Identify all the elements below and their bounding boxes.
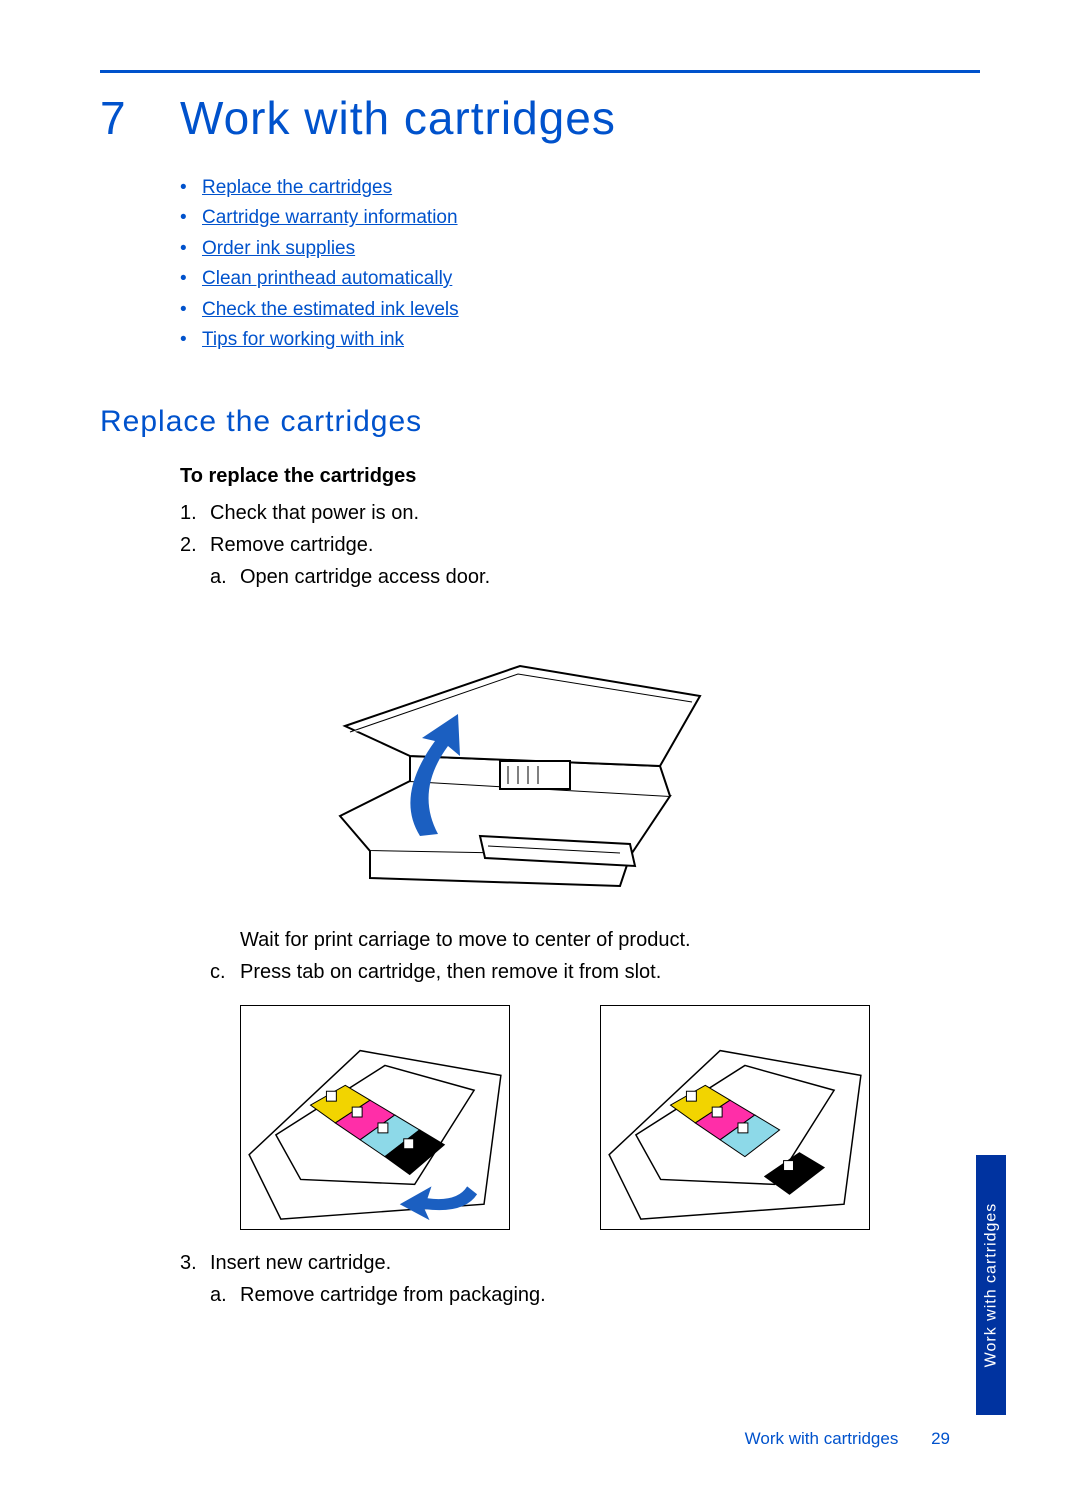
wait-note: Wait for print carriage to move to cente…: [240, 925, 980, 955]
printer-open-illustration: [300, 606, 720, 906]
cartridge-remove-illustration: [240, 1005, 510, 1230]
step-3: Insert new cartridge. Remove cartridge f…: [180, 1248, 980, 1310]
chapter-title: Work with cartridges: [180, 91, 616, 145]
toc-list: Replace the cartridges Cartridge warrant…: [180, 173, 980, 355]
footer-section: Work with cartridges: [745, 1429, 899, 1448]
top-rule: [100, 70, 980, 73]
page-footer: Work with cartridges 29: [745, 1429, 950, 1449]
toc-item: Cartridge warranty information: [180, 203, 980, 233]
figure-1: [300, 606, 980, 911]
step-1: Check that power is on.: [180, 498, 980, 528]
steps-list: Check that power is on. Remove cartridge…: [180, 498, 980, 592]
toc-link-warranty[interactable]: Cartridge warranty information: [202, 207, 458, 228]
section-title: Replace the cartridges: [100, 405, 980, 439]
step-2: Remove cartridge. Open cartridge access …: [180, 530, 980, 592]
step-3-text: Insert new cartridge.: [210, 1252, 391, 1274]
step-2a: Open cartridge access door.: [210, 562, 980, 592]
toc-link-clean[interactable]: Clean printhead automatically: [202, 268, 452, 289]
chapter-number: 7: [100, 91, 180, 145]
toc-link-order[interactable]: Order ink supplies: [202, 238, 355, 259]
side-tab-label: Work with cartridges: [982, 1203, 1000, 1368]
procedure-lead: To replace the cartridges: [180, 465, 980, 488]
step-3a: Remove cartridge from packaging.: [210, 1280, 980, 1310]
toc-item: Tips for working with ink: [180, 325, 980, 355]
toc-link-replace[interactable]: Replace the cartridges: [202, 177, 392, 198]
side-tab: Work with cartridges: [976, 1155, 1006, 1415]
toc-item: Clean printhead automatically: [180, 264, 980, 294]
toc-item: Replace the cartridges: [180, 173, 980, 203]
footer-page-number: 29: [931, 1429, 950, 1448]
step-2b: Press tab on cartridge, then remove it f…: [210, 957, 980, 987]
chapter-header: 7 Work with cartridges: [100, 91, 980, 145]
cartridge-removed-illustration: [600, 1005, 870, 1230]
toc-link-check-ink[interactable]: Check the estimated ink levels: [202, 299, 459, 320]
figure-row: [240, 1005, 980, 1230]
toc-item: Order ink supplies: [180, 234, 980, 264]
step-2-text: Remove cartridge.: [210, 534, 373, 556]
toc-link-tips[interactable]: Tips for working with ink: [202, 329, 404, 350]
toc-item: Check the estimated ink levels: [180, 295, 980, 325]
